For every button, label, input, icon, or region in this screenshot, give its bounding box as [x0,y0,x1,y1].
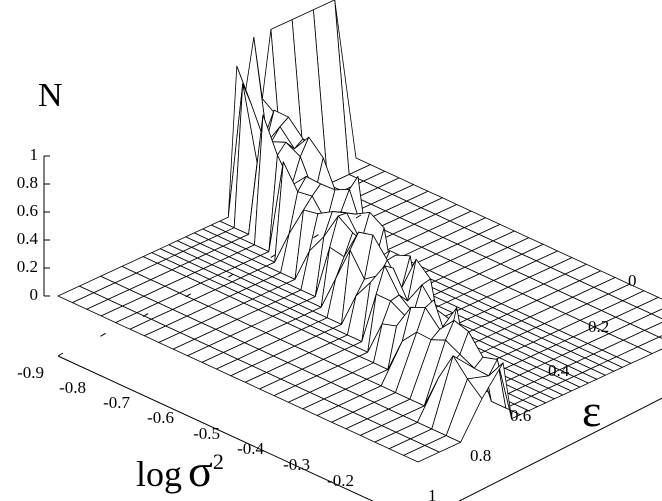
x-tick-label-6: -0.3 [283,455,310,474]
z-tick-label-0.4: 0.4 [17,229,39,248]
x-tick-label-2: -0.7 [103,393,130,412]
y-tick-label-5: 1 [428,486,437,501]
x-axis-label-sigma: σ [188,445,213,496]
x-axis-label: log σ2 [136,445,224,496]
z-tick-label-1: 1 [30,145,39,164]
y-axis-label: ε [582,385,601,436]
x-tick-mark [313,234,319,239]
x-tick-label-7: -0.2 [327,471,354,490]
x-tick-mark [142,313,149,318]
z-tick-label-0.6: 0.6 [17,201,38,220]
x-tick-label-0: -0.9 [17,363,44,382]
surface-cell [403,445,440,463]
y-tick-label-0: 0 [628,271,637,290]
z-axis-label: N [38,77,63,114]
y-tick-label-2: 0.4 [548,361,570,380]
y-tick-label-4: 0.8 [470,446,491,465]
z-tick-label-0.8: 0.8 [17,173,38,192]
x-tick-label-3: -0.6 [147,408,174,427]
surface-mesh [57,0,662,463]
y-axis-line [458,397,662,501]
x-tick-label-5: -0.4 [237,439,264,458]
z-tick-label-0.2: 0.2 [17,257,38,276]
y-tick-label-1: 0.2 [588,317,609,336]
x-tick-mark [228,273,234,278]
y-tick-label-3: 0.6 [510,406,531,425]
x-tick-mark [185,293,191,298]
x-tick-mark [100,332,106,337]
x-axis-line [57,355,374,501]
z-tick-label-0: 0 [30,285,39,304]
x-axis-label-log: log [136,454,182,494]
x-tick-mark [57,352,64,357]
x-tick-mark [270,253,277,258]
x-tick-label-1: -0.8 [59,378,86,397]
x-axis-label-superscript: 2 [213,449,224,474]
x-tick-label-4: -0.5 [193,424,220,443]
x-tick-mark [355,214,362,219]
axes-frame [43,155,662,501]
